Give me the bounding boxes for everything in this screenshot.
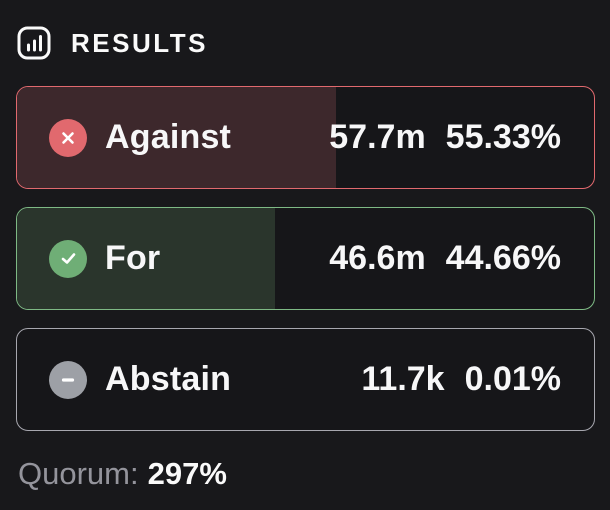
check-circle-icon: [49, 239, 87, 278]
vote-amount: 11.7k: [361, 360, 445, 398]
vote-percent: 55.33%: [445, 118, 561, 156]
bar-chart-icon: [17, 26, 51, 60]
result-row-for[interactable]: For 46.6m 44.66%: [16, 207, 595, 310]
vote-option-label: For: [105, 239, 161, 277]
results-list: Against 57.7m 55.33% For 46.6m 44.66%: [16, 86, 595, 431]
vote-amount: 57.7m: [329, 118, 426, 156]
results-title: RESULTS: [71, 27, 208, 58]
vote-percent: 0.01%: [464, 360, 561, 398]
quorum-status: Quorum: 297%: [16, 456, 595, 492]
quorum-label: Quorum:: [18, 456, 139, 491]
vote-percent: 44.66%: [445, 239, 561, 277]
vote-option-label: Against: [105, 118, 232, 156]
minus-circle-icon: [49, 360, 87, 399]
vote-amount: 46.6m: [329, 239, 426, 277]
results-header: RESULTS: [16, 16, 595, 70]
quorum-value: 297%: [147, 456, 227, 491]
result-row-against[interactable]: Against 57.7m 55.33%: [16, 86, 595, 189]
result-row-abstain[interactable]: Abstain 11.7k 0.01%: [16, 328, 595, 431]
x-circle-icon: [49, 118, 87, 157]
vote-option-label: Abstain: [105, 360, 232, 398]
